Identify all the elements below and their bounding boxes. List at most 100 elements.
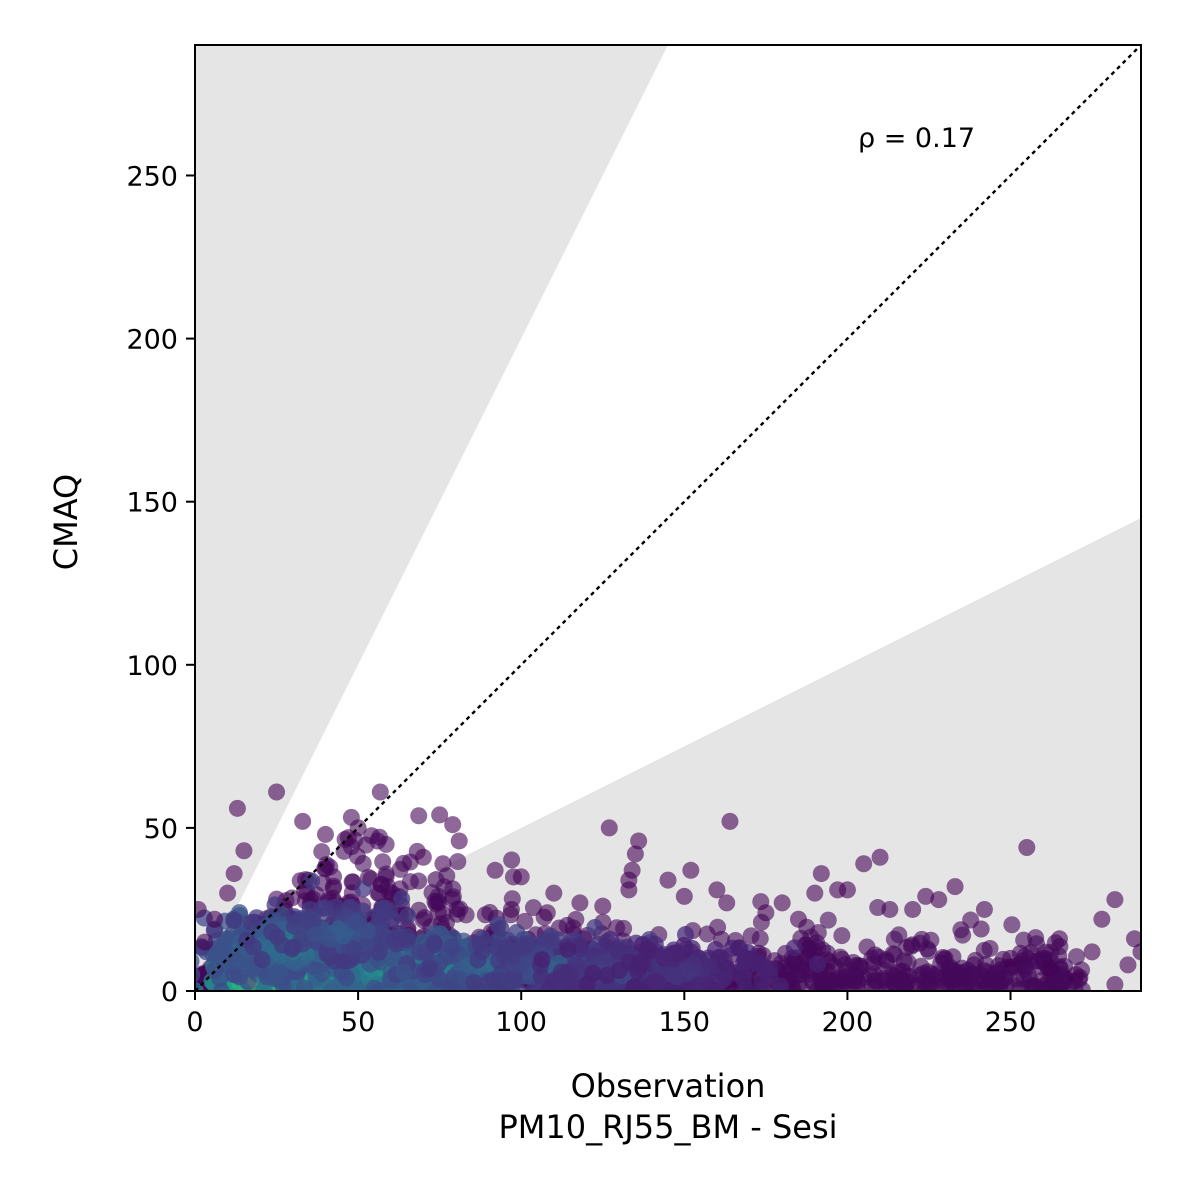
data-point <box>805 973 823 991</box>
data-point <box>505 972 523 990</box>
x-axis-title: Observation <box>571 1067 766 1105</box>
data-point <box>594 897 612 915</box>
data-point <box>675 887 693 905</box>
data-point <box>625 979 643 991</box>
correlation-annotation: ρ = 0.17 <box>858 123 975 154</box>
data-point <box>502 900 520 918</box>
data-point <box>701 958 719 976</box>
data-point <box>420 959 438 977</box>
data-point <box>679 981 697 991</box>
data-point <box>313 843 331 861</box>
data-point <box>938 974 956 991</box>
data-point <box>215 934 233 952</box>
data-point <box>359 922 377 940</box>
data-point <box>410 872 428 890</box>
x-tick-label: 0 <box>186 1007 203 1038</box>
data-point <box>354 855 372 873</box>
data-point <box>1002 949 1020 967</box>
data-point <box>211 969 229 987</box>
data-point <box>373 935 391 953</box>
data-point <box>354 880 372 898</box>
data-point <box>539 982 557 991</box>
data-point <box>567 910 585 928</box>
data-point <box>1119 956 1137 974</box>
y-tick-label: 150 <box>126 488 178 519</box>
data-point <box>1067 966 1085 984</box>
y-tick-label: 250 <box>126 161 178 192</box>
data-point <box>930 891 948 909</box>
data-point <box>195 900 207 918</box>
data-point <box>426 935 444 953</box>
data-point <box>740 950 758 968</box>
data-point <box>316 825 334 843</box>
data-point <box>228 799 246 817</box>
data-point <box>538 904 556 922</box>
data-point <box>812 865 830 883</box>
data-point <box>684 955 702 973</box>
data-point <box>559 941 577 959</box>
data-point <box>401 853 419 871</box>
data-point <box>1018 838 1036 856</box>
data-point <box>771 977 789 991</box>
data-point <box>956 980 974 991</box>
data-point <box>946 878 964 896</box>
data-point <box>646 972 664 990</box>
data-point <box>374 853 392 871</box>
data-point <box>761 967 779 985</box>
data-points <box>195 783 1141 991</box>
data-point <box>503 946 521 964</box>
data-point <box>626 845 644 863</box>
data-point <box>682 861 700 879</box>
data-point <box>742 927 760 945</box>
data-point <box>195 967 201 983</box>
data-point <box>620 953 638 971</box>
data-point <box>370 982 388 991</box>
data-point <box>809 955 827 973</box>
data-point <box>560 966 578 984</box>
data-point <box>773 894 791 912</box>
x-tick-label: 50 <box>341 1007 375 1038</box>
data-point <box>296 979 314 991</box>
data-point <box>395 963 413 981</box>
data-point <box>414 911 432 929</box>
data-point <box>833 927 851 945</box>
data-point <box>721 812 739 830</box>
data-point <box>503 851 521 869</box>
data-point <box>904 900 922 918</box>
y-tick-label: 100 <box>126 651 178 682</box>
data-point <box>1106 891 1124 909</box>
data-point <box>1003 916 1021 934</box>
data-point <box>307 925 325 943</box>
data-point <box>610 943 628 961</box>
data-point <box>231 968 249 986</box>
data-point <box>829 975 847 991</box>
data-point <box>936 949 954 967</box>
data-point <box>715 952 733 970</box>
data-point <box>920 942 938 960</box>
data-point <box>1132 943 1141 961</box>
data-point <box>666 967 684 985</box>
data-point <box>473 943 491 961</box>
data-point <box>450 832 468 850</box>
data-point <box>1125 930 1141 948</box>
data-point <box>639 940 657 958</box>
x-tick-label: 100 <box>495 1007 547 1038</box>
data-point <box>443 938 461 956</box>
data-point <box>1050 980 1068 991</box>
data-point <box>386 931 404 949</box>
data-point <box>737 980 755 991</box>
data-point <box>196 933 214 951</box>
upper-wedge <box>195 45 668 991</box>
data-point <box>922 965 940 983</box>
data-point <box>303 872 321 890</box>
x-axis-ticks: 0 50 100 150 200 250 <box>186 991 1036 1038</box>
data-point <box>789 910 807 928</box>
data-point <box>620 881 638 899</box>
data-point <box>512 868 530 886</box>
data-point <box>708 881 726 899</box>
data-point <box>723 939 741 957</box>
data-point <box>659 871 677 889</box>
data-point <box>383 910 401 928</box>
data-point <box>1041 959 1059 977</box>
